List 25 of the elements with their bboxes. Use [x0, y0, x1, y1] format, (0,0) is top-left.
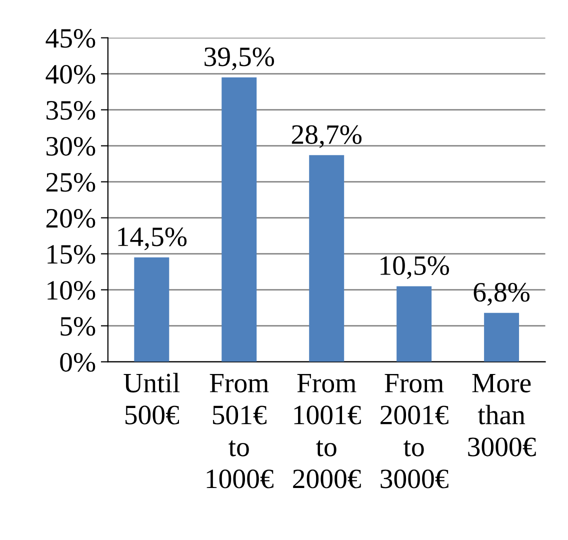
- y-tick-label: 45%: [46, 28, 96, 48]
- y-tick-label: 25%: [46, 172, 96, 192]
- x-tick-label: Until 500€: [124, 372, 180, 424]
- y-tick-label: 30%: [46, 136, 96, 156]
- data-label: 10,5%: [380, 256, 449, 279]
- bar: [222, 77, 257, 362]
- y-tick-label: 10%: [48, 280, 96, 300]
- y-tick-label: 0%: [60, 352, 96, 372]
- bar: [484, 312, 520, 362]
- y-tick-label: 35%: [46, 100, 96, 120]
- y-tick-label: 15%: [48, 244, 96, 264]
- data-label: 14,5%: [118, 227, 187, 250]
- x-tick-label: More than 3000€: [468, 374, 536, 456]
- bar: [396, 286, 432, 362]
- x-tick-label: From 501€ to 1000€: [206, 374, 274, 488]
- data-label: 28,7%: [292, 125, 362, 148]
- y-tick-label: 20%: [46, 208, 96, 228]
- x-tick-label: From 2001€ to 3000€: [380, 374, 448, 488]
- y-tick-label: 40%: [46, 64, 96, 84]
- x-tick-label: From 1001€ to 2000€: [293, 374, 361, 488]
- bar: [309, 155, 344, 362]
- y-tick-label: 5%: [60, 316, 96, 336]
- data-label: 6,8%: [474, 282, 530, 306]
- data-label: 39,5%: [204, 47, 274, 70]
- bar: [134, 257, 170, 362]
